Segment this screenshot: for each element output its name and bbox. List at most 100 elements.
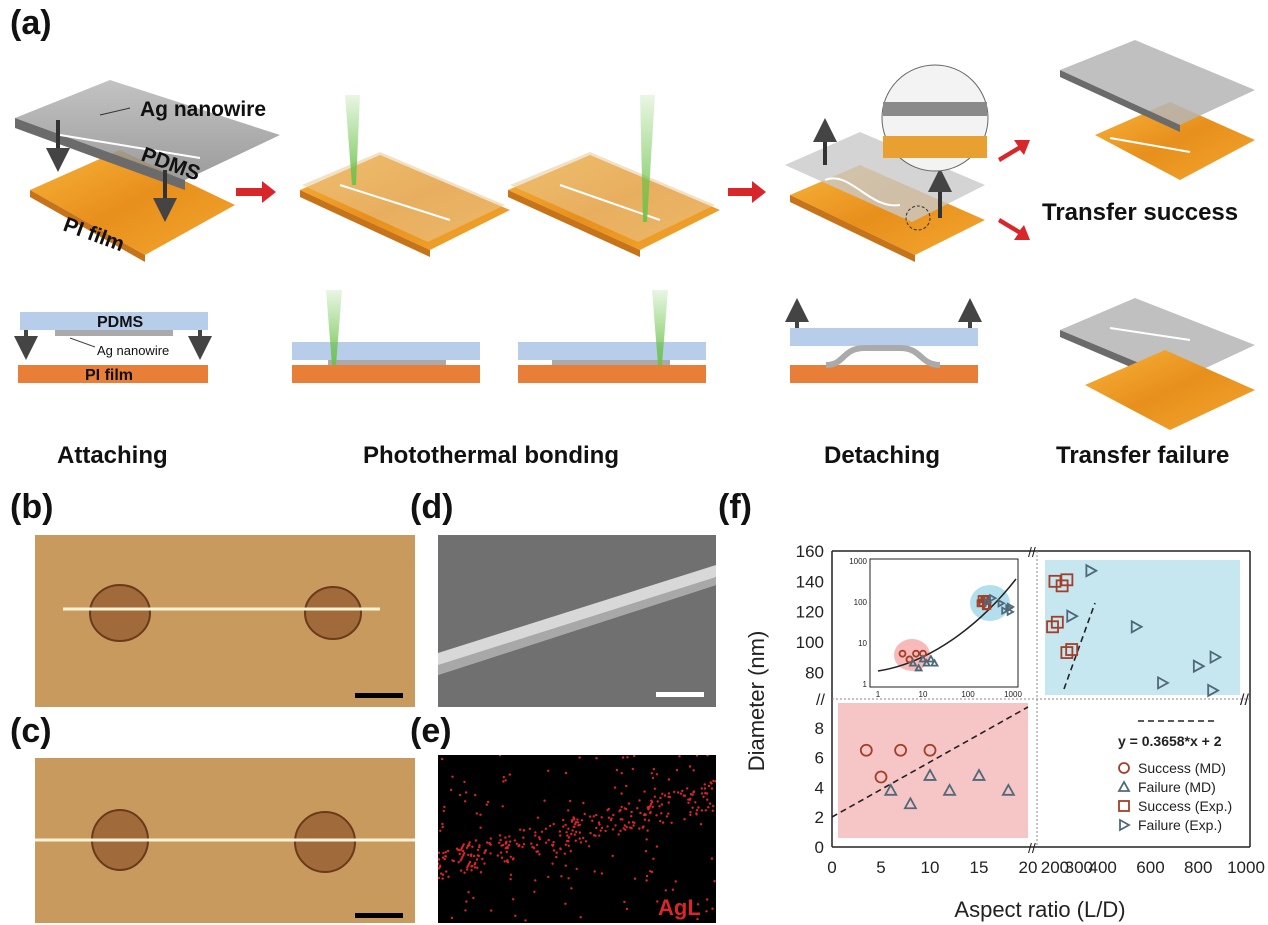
eds-dot [564, 823, 567, 827]
eds-dot [660, 803, 664, 806]
eds-dot [438, 862, 440, 865]
eds-dot [692, 769, 695, 772]
eds-dot [485, 803, 488, 806]
eds-dot [645, 879, 648, 882]
eds-dot [459, 848, 463, 851]
x-tick-label: 5 [876, 858, 885, 877]
eds-dot [566, 839, 569, 843]
eds-dot [551, 862, 554, 865]
eds-dot [655, 845, 659, 848]
eds-dot [638, 799, 641, 802]
process-arrow [728, 181, 766, 203]
eds-dot [708, 802, 712, 805]
eds-dot [463, 852, 466, 855]
eds-dot [611, 854, 614, 858]
eds-dot [444, 851, 447, 854]
eds-dot [592, 815, 595, 818]
stage-label-attaching: Attaching [57, 442, 168, 469]
eds-dot [679, 792, 683, 795]
data-point [1066, 609, 1080, 624]
eds-dot [655, 773, 659, 776]
eds-dot [538, 836, 541, 839]
eds-dot [533, 890, 536, 893]
eds-dot [567, 827, 570, 830]
eds-dot [700, 787, 703, 790]
eds-dot [617, 833, 620, 836]
eds-dot [512, 898, 515, 901]
eds-dot [598, 823, 601, 826]
eds-dot [478, 844, 481, 847]
eds-dot [627, 802, 631, 805]
panel-label-f: (f) [718, 488, 752, 526]
eds-dot [651, 776, 655, 780]
eds-dot [457, 861, 460, 864]
eds-dot [623, 900, 626, 904]
eds-dot [503, 860, 506, 863]
eds-dot [575, 830, 578, 834]
eds-dot [689, 813, 692, 817]
eds-dot [677, 791, 680, 794]
eds-dot [471, 865, 474, 868]
eds-dot [582, 836, 585, 840]
inset-data-point [914, 663, 924, 672]
data-point [1085, 563, 1099, 578]
eds-dot [624, 828, 627, 831]
data-point [883, 783, 898, 796]
eds-dot [460, 857, 463, 860]
y-axis-title: Diameter (nm) [744, 631, 769, 772]
eds-dot [462, 843, 465, 846]
eds-dot [646, 829, 649, 832]
inset-data-point [912, 649, 920, 658]
eds-dot [643, 818, 647, 821]
eds-dot [622, 827, 625, 830]
panel-label-d: (d) [410, 488, 454, 526]
legend-marker [1118, 800, 1130, 812]
eds-dot [582, 801, 585, 805]
eds-dot [569, 849, 572, 853]
transfer-success-illustration [1060, 40, 1255, 180]
eds-dot [584, 840, 588, 843]
eds-dot [645, 838, 648, 841]
data-point [1001, 783, 1016, 796]
eds-dot [709, 781, 712, 784]
eds-dot [615, 768, 619, 772]
eds-dot [438, 867, 440, 870]
svg-text://: // [1028, 544, 1036, 560]
eds-dot [476, 848, 480, 852]
eds-dot [576, 818, 579, 821]
eds-dot [445, 870, 448, 873]
eds-dot [611, 828, 615, 831]
eds-dot [625, 825, 628, 829]
eds-dot [703, 783, 706, 786]
eds-dot [505, 840, 508, 843]
eds-dot [555, 851, 558, 854]
detaching-cross-section [785, 298, 982, 383]
eds-dot [567, 877, 570, 880]
eds-dot [644, 850, 648, 853]
eds-dot [691, 806, 694, 809]
data-point [874, 770, 888, 784]
eds-dot [627, 821, 631, 824]
eds-dot [656, 800, 659, 803]
eds-dot [565, 831, 568, 834]
eds-dot [653, 787, 657, 790]
eds-dot [710, 787, 714, 790]
eds-dot [514, 914, 517, 917]
eds-dot [649, 804, 652, 807]
bonding-cross-section-1 [292, 290, 480, 383]
eds-dot [551, 843, 555, 847]
eds-dot [549, 824, 552, 828]
eds-dot [647, 805, 650, 809]
eds-dot [474, 839, 478, 842]
data-point [894, 743, 908, 757]
eds-dot [559, 847, 562, 850]
eds-dot [465, 900, 468, 903]
legend: y = 0.3658*x + 2 Success (MD) Failure (MD… [1117, 720, 1232, 833]
eds-dot [461, 849, 465, 853]
eds-dot [471, 845, 474, 848]
bonding-illustration-1 [300, 95, 510, 257]
eds-dot [439, 864, 442, 867]
eds-dot [706, 898, 709, 901]
eds-dot [665, 815, 669, 818]
xs-ag-nanowire-label: Ag nanowire [97, 343, 169, 358]
